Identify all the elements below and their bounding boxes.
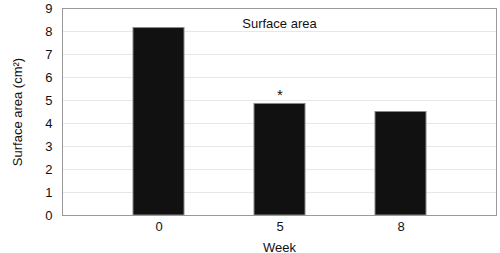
svg-text:0: 0	[155, 219, 162, 234]
svg-text:0: 0	[45, 208, 52, 223]
svg-text:Week: Week	[263, 240, 296, 253]
svg-text:Surface area (cm²): Surface area (cm²)	[10, 58, 25, 166]
svg-text:6: 6	[45, 70, 52, 85]
svg-text:3: 3	[45, 139, 52, 154]
svg-text:Surface area: Surface area	[242, 16, 317, 31]
svg-text:5: 5	[276, 219, 283, 234]
svg-text:4: 4	[45, 116, 52, 131]
svg-text:8: 8	[45, 24, 52, 39]
svg-text:*: *	[277, 86, 283, 103]
svg-text:7: 7	[45, 47, 52, 62]
svg-text:1: 1	[45, 185, 52, 200]
svg-text:9: 9	[45, 1, 52, 16]
svg-text:2: 2	[45, 162, 52, 177]
svg-text:8: 8	[397, 219, 404, 234]
svg-text:5: 5	[45, 93, 52, 108]
